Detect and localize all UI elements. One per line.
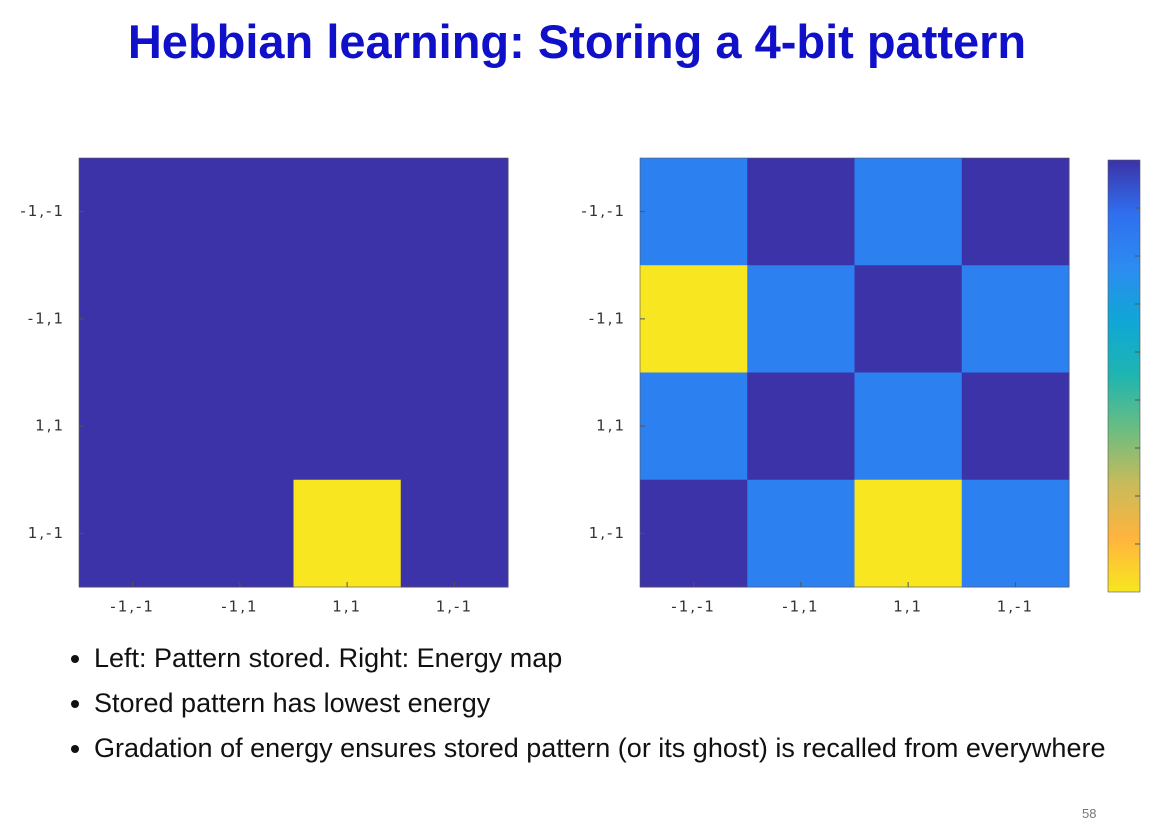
heatmap-cell: [961, 158, 1070, 266]
heatmap-cell: [400, 265, 509, 373]
heatmap-cell: [186, 265, 294, 373]
heatmap-cell: [400, 158, 509, 266]
heatmap-cell: [961, 372, 1070, 481]
heatmap-cell: [186, 158, 294, 266]
y-tick-label: -1,1: [28, 309, 65, 327]
y-tick-label: 1,-1: [589, 524, 626, 542]
heatmap-cell: [186, 479, 294, 588]
heatmap-cell: [186, 372, 294, 481]
y-tick-label: 1,1: [35, 417, 65, 435]
heatmap-cell: [293, 479, 402, 588]
colorbar: [1107, 159, 1141, 593]
heatmap-cell: [747, 265, 855, 373]
heatmap-cell: [640, 158, 748, 266]
axes-frame: [639, 157, 1070, 588]
y-tick-label: 1,-1: [28, 524, 65, 542]
bullet: Left: Pattern stored. Right: Energy map: [94, 640, 1134, 676]
bullet: Gradation of energy ensures stored patte…: [94, 730, 1134, 766]
x-tick-label: 1,1: [893, 598, 923, 616]
heatmap-cell: [854, 372, 963, 481]
bullet-list: Left: Pattern stored. Right: Energy map …: [50, 640, 1134, 775]
heatmap-cell: [747, 372, 855, 481]
heatmap-cell: [79, 265, 187, 373]
heatmap-cell: [854, 265, 963, 373]
heatmap-cell: [79, 372, 187, 481]
y-tick-label: 1,1: [596, 417, 626, 435]
heatmap-cell: [293, 158, 402, 266]
heatmap-cell: [79, 158, 187, 266]
x-tick-label: -1,-1: [671, 598, 716, 616]
bullet: Stored pattern has lowest energy: [94, 685, 1134, 721]
heatmap-cell: [854, 158, 963, 266]
heatmap-cell: [293, 265, 402, 373]
x-tick-label: -1,-1: [110, 598, 155, 616]
axes-frame: [78, 157, 509, 588]
x-tick-label: 1,-1: [436, 598, 473, 616]
slide-title: Hebbian learning: Storing a 4-bit patter…: [127, 15, 1027, 68]
y-tick-label: -1,-1: [20, 202, 65, 220]
heatmap-cell: [640, 479, 748, 588]
heatmap-cell: [854, 479, 963, 588]
heatmap-cell: [747, 158, 855, 266]
y-tick-label: -1,-1: [581, 202, 626, 220]
x-tick-label: -1,1: [782, 598, 819, 616]
slide-number: 58: [1082, 806, 1097, 821]
y-tick-label: -1,1: [589, 309, 626, 327]
heatmap-cell: [400, 479, 509, 588]
x-tick-label: -1,1: [221, 598, 258, 616]
heatmap-cell: [640, 372, 748, 481]
heatmap-cell: [640, 265, 748, 373]
heatmap-cell: [961, 265, 1070, 373]
heatmap-cell: [293, 372, 402, 481]
heatmap-cell: [400, 372, 509, 481]
heatmap-cell: [961, 479, 1070, 588]
x-tick-label: 1,1: [332, 598, 362, 616]
heatmap-cell: [747, 479, 855, 588]
x-tick-label: 1,-1: [997, 598, 1034, 616]
heatmap-cell: [79, 479, 187, 588]
